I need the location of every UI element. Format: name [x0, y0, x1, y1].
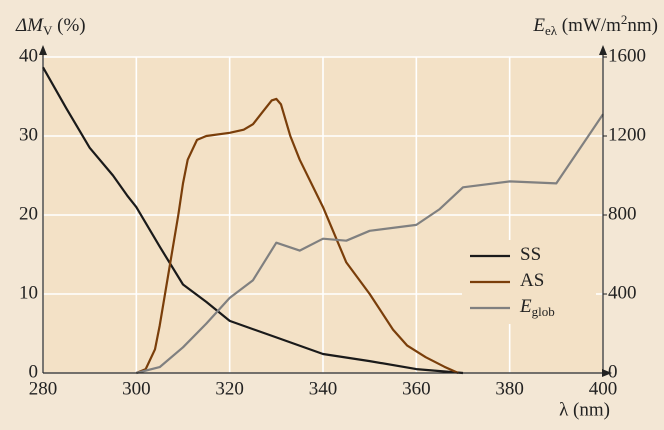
y-tick-label: 10 [19, 282, 38, 303]
y2-axis-label: Eeλ (mW/m2nm) [532, 12, 658, 38]
y-tick-label: 30 [19, 124, 38, 145]
y2-tick-label: 1600 [608, 45, 646, 66]
x-tick-label: 340 [309, 378, 338, 399]
legend-label: SS [520, 244, 541, 265]
x-tick-label: 360 [402, 378, 431, 399]
y2-axis-arrow [599, 45, 607, 55]
y-axis-label: ΔMV (%) [15, 15, 86, 38]
x-tick-label: 300 [122, 378, 151, 399]
y-axis-arrow [39, 45, 47, 55]
legend-name-sub: glob [532, 304, 555, 319]
y2-tick-label: 0 [608, 361, 618, 382]
y2-tick-label: 1200 [608, 124, 646, 145]
legend-label: AS [520, 270, 544, 291]
legend-label: Eglob [519, 296, 555, 319]
legend-name: AS [520, 270, 544, 291]
x-tick-label: 280 [29, 378, 58, 399]
y-tick-label: 0 [29, 361, 39, 382]
y-tick-label: 40 [19, 45, 38, 66]
y2-tick-label: 400 [608, 282, 637, 303]
y-tick-label: 20 [19, 203, 38, 224]
x-tick-label: 400 [589, 378, 618, 399]
x-tick-label: 320 [215, 378, 244, 399]
x-tick-label: 380 [495, 378, 524, 399]
y2-tick-label: 800 [608, 203, 637, 224]
series-line [136, 113, 604, 375]
series-line [135, 97, 459, 375]
series-line [42, 66, 464, 375]
x-axis-label: λ (nm) [559, 399, 610, 420]
legend-name: SS [520, 244, 541, 265]
legend-name: E [519, 296, 532, 317]
